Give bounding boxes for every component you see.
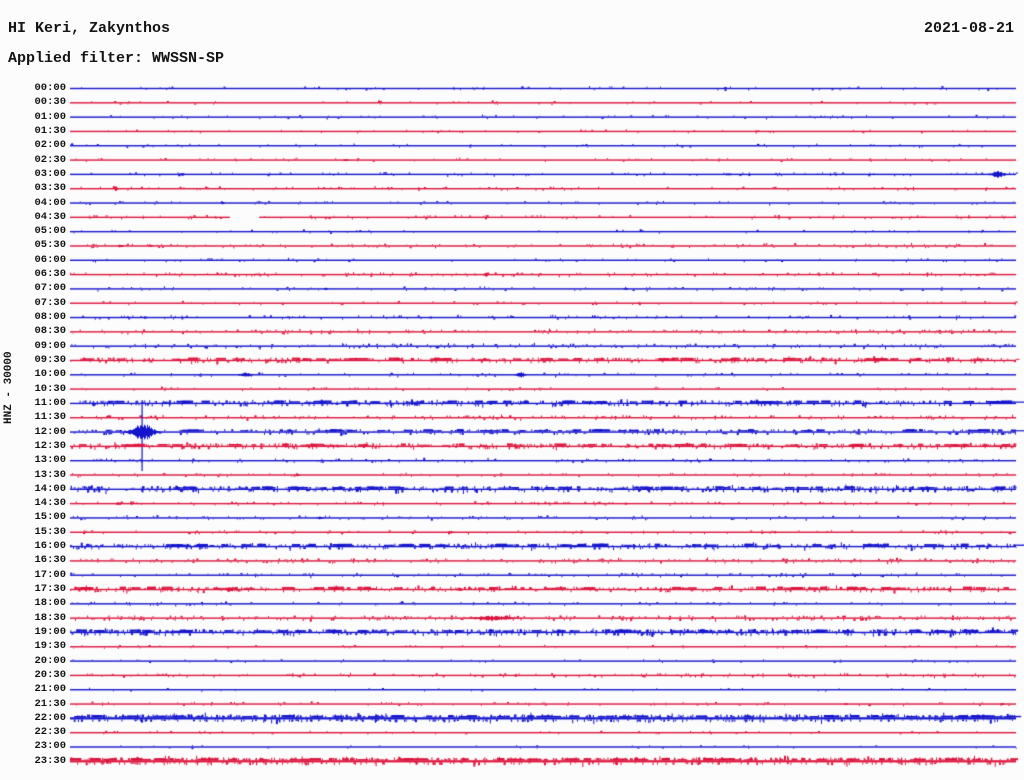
trace-label: 04:30 <box>34 210 66 223</box>
trace-label: 19:00 <box>34 625 66 638</box>
trace-label: 05:30 <box>34 239 66 252</box>
trace-label: 06:30 <box>34 268 66 281</box>
trace-label: 09:00 <box>34 339 66 352</box>
trace-label: 06:00 <box>34 253 66 266</box>
trace-label: 22:30 <box>34 726 66 739</box>
trace-label: 16:30 <box>34 554 66 567</box>
trace-label: 07:00 <box>34 282 66 295</box>
trace-label: 23:00 <box>34 740 66 753</box>
trace-label: 08:00 <box>34 311 66 324</box>
trace-label: 14:30 <box>34 497 66 510</box>
trace-label: 03:30 <box>34 182 66 195</box>
trace-label: 15:30 <box>34 525 66 538</box>
trace-label: 13:00 <box>34 454 66 467</box>
trace-label: 02:00 <box>34 139 66 152</box>
trace-label: 01:30 <box>34 124 66 137</box>
trace-label: 21:00 <box>34 683 66 696</box>
trace-label: 09:30 <box>34 353 66 366</box>
trace-label: 17:30 <box>34 583 66 596</box>
trace-label: 10:00 <box>34 368 66 381</box>
trace-label: 21:30 <box>34 697 66 710</box>
trace-label: 15:00 <box>34 511 66 524</box>
trace-label: 14:00 <box>34 482 66 495</box>
trace-label: 11:30 <box>34 411 66 424</box>
trace-label: 03:00 <box>34 167 66 180</box>
trace-label: 16:00 <box>34 540 66 553</box>
trace-label: 08:30 <box>34 325 66 338</box>
trace-label: 10:30 <box>34 382 66 395</box>
trace-label: 18:30 <box>34 611 66 624</box>
trace-label: 19:30 <box>34 640 66 653</box>
trace-label: 00:00 <box>34 82 66 94</box>
trace-label: 05:00 <box>34 225 66 238</box>
trace-label: 20:30 <box>34 668 66 681</box>
trace-label: 04:00 <box>34 196 66 209</box>
trace-label: 02:30 <box>34 153 66 166</box>
trace-label: 17:00 <box>34 568 66 581</box>
trace-label: 12:30 <box>34 439 66 452</box>
trace-label: 11:00 <box>34 396 66 409</box>
trace-label: 12:00 <box>34 425 66 438</box>
trace-label: 07:30 <box>34 296 66 309</box>
trace-label: 22:00 <box>34 711 66 724</box>
trace-label: 20:00 <box>34 654 66 667</box>
trace-label: 23:30 <box>34 754 66 767</box>
trace-label: 00:30 <box>34 96 66 109</box>
trace-label: 18:00 <box>34 597 66 610</box>
trace-label: 13:30 <box>34 468 66 481</box>
trace-label: 01:00 <box>34 110 66 123</box>
